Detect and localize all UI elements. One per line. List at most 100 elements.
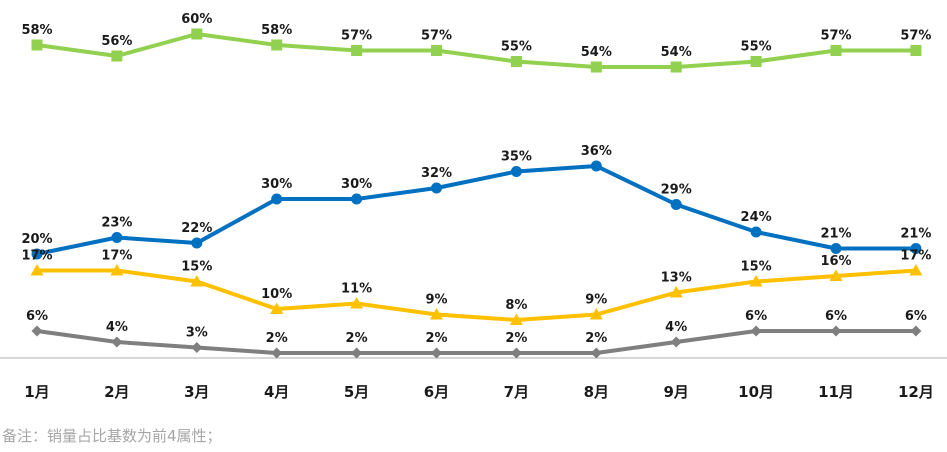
- data-label: 30%: [261, 177, 292, 192]
- series-blue-point: [31, 248, 43, 260]
- data-label: 3%: [186, 326, 208, 341]
- data-label: 2%: [266, 331, 288, 346]
- series-green-point: [670, 61, 682, 73]
- data-label: 6%: [905, 309, 927, 324]
- series-blue-point: [750, 226, 762, 238]
- series-green-point: [510, 56, 522, 67]
- series-gray-point: [750, 325, 762, 337]
- series-yellow-point: [909, 264, 923, 276]
- x-tick-label: 10月: [738, 383, 774, 401]
- data-label: 17%: [101, 249, 132, 264]
- x-tick-label: 12月: [898, 383, 934, 401]
- series-yellow-point: [669, 286, 683, 298]
- series-green-point: [31, 39, 43, 51]
- series-blue-point: [910, 243, 922, 254]
- series-green-point: [830, 45, 842, 56]
- footnote: 备注：销量占比基数为前4属性；: [2, 427, 222, 445]
- series-blue: [31, 160, 922, 260]
- data-label: 36%: [581, 144, 612, 159]
- x-tick-label: 1月: [24, 383, 49, 401]
- series-yellow-point: [30, 264, 44, 276]
- series-yellow-point: [749, 275, 763, 287]
- data-label: 24%: [741, 210, 772, 225]
- series-blue-point: [670, 199, 682, 210]
- series-green-point: [910, 45, 922, 56]
- data-label: 10%: [261, 287, 292, 302]
- data-label: 9%: [585, 293, 607, 308]
- series-gray-point: [510, 347, 522, 359]
- series-yellow: [30, 264, 923, 325]
- series-layer: [30, 28, 923, 359]
- data-label: 54%: [581, 45, 612, 60]
- series-blue-point: [351, 193, 363, 205]
- data-label: 54%: [661, 45, 692, 60]
- data-label: 57%: [341, 29, 372, 44]
- series-green: [31, 28, 922, 73]
- data-label: 9%: [425, 293, 447, 308]
- series-gray: [31, 325, 922, 359]
- x-tick-label: 6月: [424, 383, 449, 401]
- data-label: 56%: [101, 34, 132, 49]
- series-green-point: [431, 45, 442, 56]
- series-gray-point: [431, 347, 442, 359]
- x-tick-label: 4月: [264, 383, 289, 401]
- data-label: 6%: [745, 309, 767, 324]
- series-gray-point: [111, 336, 123, 348]
- x-tick-label: 5月: [344, 383, 369, 401]
- line-chart: 58% 56% 60% 58% 57% 57% 55% 54% 54% 55% 57% 57% 20% 2…: [0, 12, 947, 401]
- data-label: 2%: [425, 331, 447, 346]
- series-gray-point: [830, 325, 842, 337]
- data-label: 4%: [106, 320, 128, 335]
- series-green-point: [590, 61, 602, 73]
- data-label: 6%: [26, 309, 48, 324]
- data-label: 17%: [21, 249, 52, 264]
- series-yellow-point: [270, 302, 284, 314]
- x-tick-label: 3月: [184, 383, 209, 401]
- series-blue-line: [35, 164, 918, 256]
- x-tick-labels: 1月 2月 3月 4月 5月 6月 7月 8月 9月 10月 11月 12月: [24, 383, 934, 401]
- data-label: 15%: [741, 260, 772, 275]
- series-gray-line: [35, 329, 918, 355]
- series-blue-point: [191, 237, 203, 249]
- data-label-layer: 58% 56% 60% 58% 57% 57% 55% 54% 54% 55% 57% 57% 20% 2…: [21, 12, 931, 346]
- series-gray-point: [590, 347, 602, 359]
- series-blue-point: [271, 193, 283, 205]
- series-blue-point: [510, 166, 522, 177]
- data-label: 4%: [665, 320, 687, 335]
- series-yellow-point: [509, 313, 523, 325]
- x-tick-label: 7月: [504, 383, 529, 401]
- data-label: 6%: [825, 309, 847, 324]
- data-label: 57%: [820, 29, 851, 44]
- series-blue-point: [431, 182, 442, 194]
- x-tick-label: 11月: [818, 383, 854, 401]
- series-blue-point: [830, 243, 842, 254]
- data-label: 2%: [505, 331, 527, 346]
- x-tick-label: 2月: [104, 383, 129, 401]
- data-label: 35%: [501, 150, 532, 165]
- data-label: 8%: [505, 298, 527, 313]
- series-gray-point: [670, 336, 682, 348]
- series-green-point: [351, 45, 363, 56]
- data-label: 55%: [741, 40, 772, 55]
- series-yellow-point: [430, 308, 443, 320]
- series-blue-point: [590, 160, 602, 172]
- data-label: 20%: [21, 232, 52, 247]
- data-label: 16%: [820, 254, 851, 269]
- series-gray-point: [910, 325, 922, 337]
- series-yellow-point: [829, 269, 843, 281]
- series-yellow-point: [110, 264, 124, 276]
- series-gray-point: [271, 347, 283, 359]
- series-gray-point: [191, 342, 203, 353]
- data-label: 32%: [421, 166, 452, 181]
- series-green-point: [271, 39, 283, 51]
- data-label: 30%: [341, 177, 372, 192]
- series-blue-point: [111, 232, 123, 243]
- series-green-point: [111, 50, 123, 62]
- series-green-line: [35, 32, 918, 69]
- series-gray-point: [351, 347, 363, 359]
- x-tick-label: 9月: [663, 383, 688, 401]
- data-label: 29%: [661, 183, 692, 198]
- data-label: 22%: [181, 221, 212, 236]
- series-green-point: [191, 28, 203, 40]
- data-label: 58%: [21, 23, 52, 38]
